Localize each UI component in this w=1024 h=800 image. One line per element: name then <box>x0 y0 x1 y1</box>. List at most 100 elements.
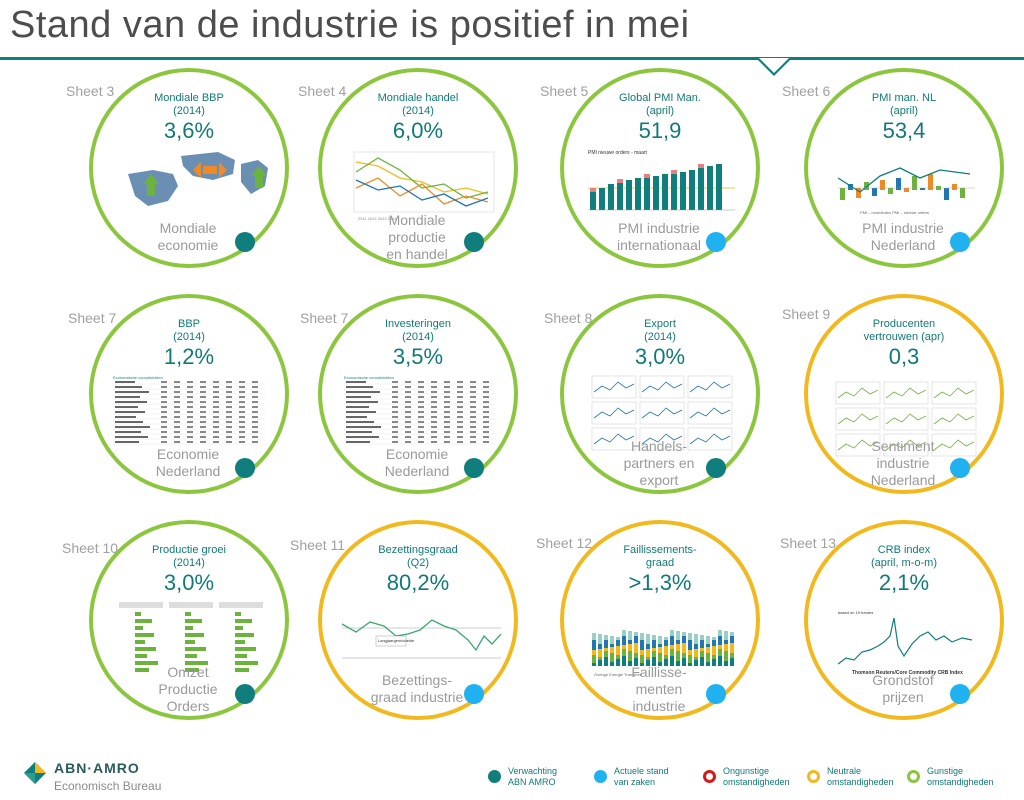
mini-chart <box>588 374 738 459</box>
card-title: PMI man. NL (april) <box>871 92 937 117</box>
card-label: Omzet Productie Orders <box>158 664 218 714</box>
mini-chart <box>123 146 273 221</box>
svg-text:based on 19 futures: based on 19 futures <box>838 610 873 615</box>
expectation-dot <box>235 458 255 478</box>
indicator-card[interactable]: BBP (2014) 1,2% Economische vooruitzichten E… <box>89 294 289 494</box>
sheet-ref: Sheet 3 <box>66 83 115 99</box>
card-label: Mondiale productie en handel <box>386 212 448 262</box>
current-state-dot <box>950 232 970 252</box>
expectation-dot <box>464 232 484 252</box>
mini-chart <box>115 600 265 685</box>
card-value: 0,3 <box>888 344 920 369</box>
svg-text:Langjaargemiddelde: Langjaargemiddelde <box>378 638 415 643</box>
card-label: Economie Nederland <box>155 446 221 479</box>
expectation-dot <box>706 458 726 478</box>
svg-text:Economische vooruitzichten: Economische vooruitzichten <box>344 375 394 380</box>
card-title: BBP (2014) <box>173 318 205 343</box>
indicator-card[interactable]: Faillissements-graad >1,3% Overige Energie… <box>560 520 760 720</box>
card-label: Sentiment industrie Nederland <box>870 438 936 488</box>
logo-subtitle: Economisch Bureau <box>54 779 162 793</box>
card-label: Handels-partners en export <box>623 438 695 488</box>
card-value: 6,0% <box>392 118 444 143</box>
mini-chart: based on 19 futures Thomson Reuters/Core… <box>832 606 982 686</box>
card-value: 2,1% <box>878 570 930 595</box>
mini-chart: Overige Energie Transport <box>586 604 741 687</box>
svg-text:Thomson Reuters/Core Commodity: Thomson Reuters/Core Commodity CRB Index <box>852 670 963 676</box>
expectation-dot <box>464 458 484 478</box>
svg-text:2011 2012 2013 2014: 2011 2012 2013 2014 <box>358 216 397 221</box>
legend-green-ring-icon <box>907 770 920 783</box>
mini-chart: PMI nieuwe orders - maart <box>580 148 740 233</box>
card-value: 3,0% <box>634 344 686 369</box>
sheet-ref: Sheet 10 <box>62 540 119 556</box>
indicator-card[interactable]: Mondiale handel (2014) 6,0% 2011 2012 2013… <box>318 68 518 268</box>
current-state-dot <box>950 684 970 704</box>
logo-name: ABN·AMRO <box>54 760 140 776</box>
page-title: Stand van de industrie is positief in me… <box>10 4 690 46</box>
card-value: 1,2% <box>163 344 215 369</box>
current-state-dot <box>950 458 970 478</box>
indicator-card[interactable]: PMI man. NL (april) 53,4 PMI – hoofdindex … <box>804 68 1004 268</box>
card-label: Grondstof prijzen <box>872 672 934 705</box>
card-label: PMI industrie internationaal <box>616 220 702 253</box>
indicator-card[interactable]: CRB index (april, m-o-m) 2,1% based on 19 f… <box>804 520 1004 720</box>
mini-chart: Langjaargemiddelde <box>336 606 506 686</box>
card-value: 3,5% <box>392 344 444 369</box>
expectation-dot <box>235 684 255 704</box>
svg-text:PMI nieuwe orders - maart: PMI nieuwe orders - maart <box>588 150 648 156</box>
indicator-card[interactable]: Investeringen (2014) 3,5% Economische vooru… <box>318 294 518 494</box>
card-value: 51,9 <box>638 118 682 143</box>
card-title: Mondiale BBP (2014) <box>154 92 224 117</box>
legend-label: Actuele stand van zaken <box>614 766 669 787</box>
sheet-ref: Sheet 5 <box>540 83 589 99</box>
card-title: Bezettingsgraad (Q2) <box>378 544 458 569</box>
card-title: CRB index (april, m-o-m) <box>871 544 937 569</box>
card-label: Economie Nederland <box>384 446 450 479</box>
card-value: 3,0% <box>163 570 215 595</box>
sheet-ref: Sheet 4 <box>298 83 347 99</box>
legend-yellow-ring-icon <box>807 770 820 783</box>
card-value: 3,6% <box>163 118 215 143</box>
card-label: Bezettings-graad industrie <box>370 672 464 705</box>
indicator-card[interactable]: Export (2014) 3,0% Handels-partners en expor… <box>560 294 760 494</box>
title-divider <box>0 57 1024 60</box>
mini-chart: Economische vooruitzichten <box>109 374 269 459</box>
sheet-ref: Sheet 12 <box>536 535 593 551</box>
indicator-card[interactable]: Productie groei (2014) 3,0% Omzet Productie O… <box>89 520 289 720</box>
indicator-card[interactable]: Mondiale BBP (2014) 3,6% Mondiale economie <box>89 68 289 268</box>
indicator-card[interactable]: Global PMI Man. (april) 51,9 PMI nieuwe ord… <box>560 68 760 268</box>
current-state-dot <box>706 232 726 252</box>
legend-red-ring-icon <box>703 770 716 783</box>
card-title: Global PMI Man. (april) <box>619 92 701 117</box>
legend-label: Neutrale omstandigheden <box>827 766 894 787</box>
abn-amro-logo-icon <box>24 762 46 784</box>
mini-chart: PMI – hoofdindex PMI – nieuwe orders <box>830 148 980 228</box>
legend-label: Verwachting ABN AMRO <box>508 766 558 787</box>
card-value: 53,4 <box>882 118 926 143</box>
card-title: Productie groei (2014) <box>152 544 226 569</box>
card-label: Faillisse-menten industrie <box>631 664 687 714</box>
indicator-card[interactable]: Producenten vertrouwen (apr) 0,3 Sentiment i… <box>804 294 1004 494</box>
card-title: Producenten vertrouwen (apr) <box>863 318 945 343</box>
svg-text:Overige Energie Transport: Overige Energie Transport <box>594 672 642 677</box>
indicator-card[interactable]: Bezettingsgraad (Q2) 80,2% Langjaargemidde… <box>318 520 518 720</box>
svg-text:Economische vooruitzichten: Economische vooruitzichten <box>113 375 163 380</box>
legend-teal-icon <box>488 770 501 783</box>
card-label: PMI industrie Nederland <box>862 220 944 253</box>
sheet-ref: Sheet 7 <box>300 310 349 326</box>
current-state-dot <box>706 684 726 704</box>
card-value: 80,2% <box>386 570 450 595</box>
legend-label: Ongunstige omstandigheden <box>723 766 790 787</box>
sheet-ref: Sheet 11 <box>290 537 346 553</box>
sheet-ref: Sheet 13 <box>780 535 837 551</box>
card-label: Mondiale economie <box>157 220 219 253</box>
card-title: Export (2014) <box>644 318 676 343</box>
legend-blue-icon <box>594 770 607 783</box>
current-state-dot <box>464 684 484 704</box>
svg-text:PMI – hoofdindex PMI – nieuw: PMI – hoofdindex PMI – nieuwe orders <box>860 210 929 215</box>
card-title: Mondiale handel (2014) <box>377 92 459 117</box>
card-title: Faillissements-graad <box>623 544 697 569</box>
legend-label: Gunstige omstandigheden <box>927 766 994 787</box>
card-title: Investeringen (2014) <box>384 318 452 343</box>
sheet-ref: Sheet 9 <box>782 306 831 322</box>
